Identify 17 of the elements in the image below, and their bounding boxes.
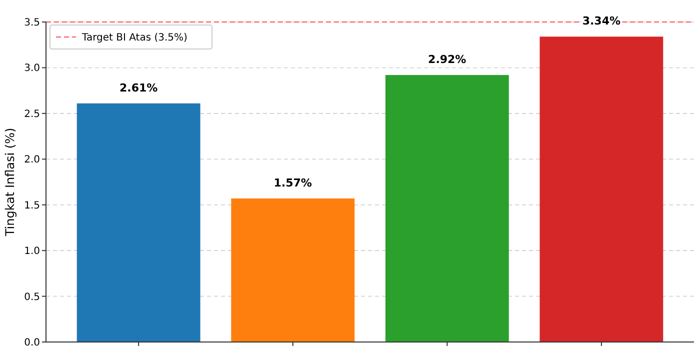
bar xyxy=(231,198,355,342)
data-label: 2.61% xyxy=(119,81,158,94)
y-axis-title: Tingkat Inflasi (%) xyxy=(3,128,17,238)
data-label: 2.92% xyxy=(428,53,466,66)
bar xyxy=(76,103,200,342)
y-tick-label: 2.0 xyxy=(24,154,40,166)
y-tick-label: 0.5 xyxy=(24,292,40,303)
y-tick-label: 2.5 xyxy=(24,108,40,120)
y-tick-label: 3.5 xyxy=(24,18,40,28)
y-tick-label: 3.0 xyxy=(24,63,40,74)
bar xyxy=(540,36,664,342)
y-tick-label: 0.0 xyxy=(24,338,40,348)
y-tick-label: 1.0 xyxy=(24,246,40,258)
y-tick-label: 1.5 xyxy=(24,200,40,212)
data-label: 1.57% xyxy=(274,176,312,190)
bar xyxy=(385,75,509,342)
legend-label: Target BI Atas (3.5%) xyxy=(81,32,188,44)
